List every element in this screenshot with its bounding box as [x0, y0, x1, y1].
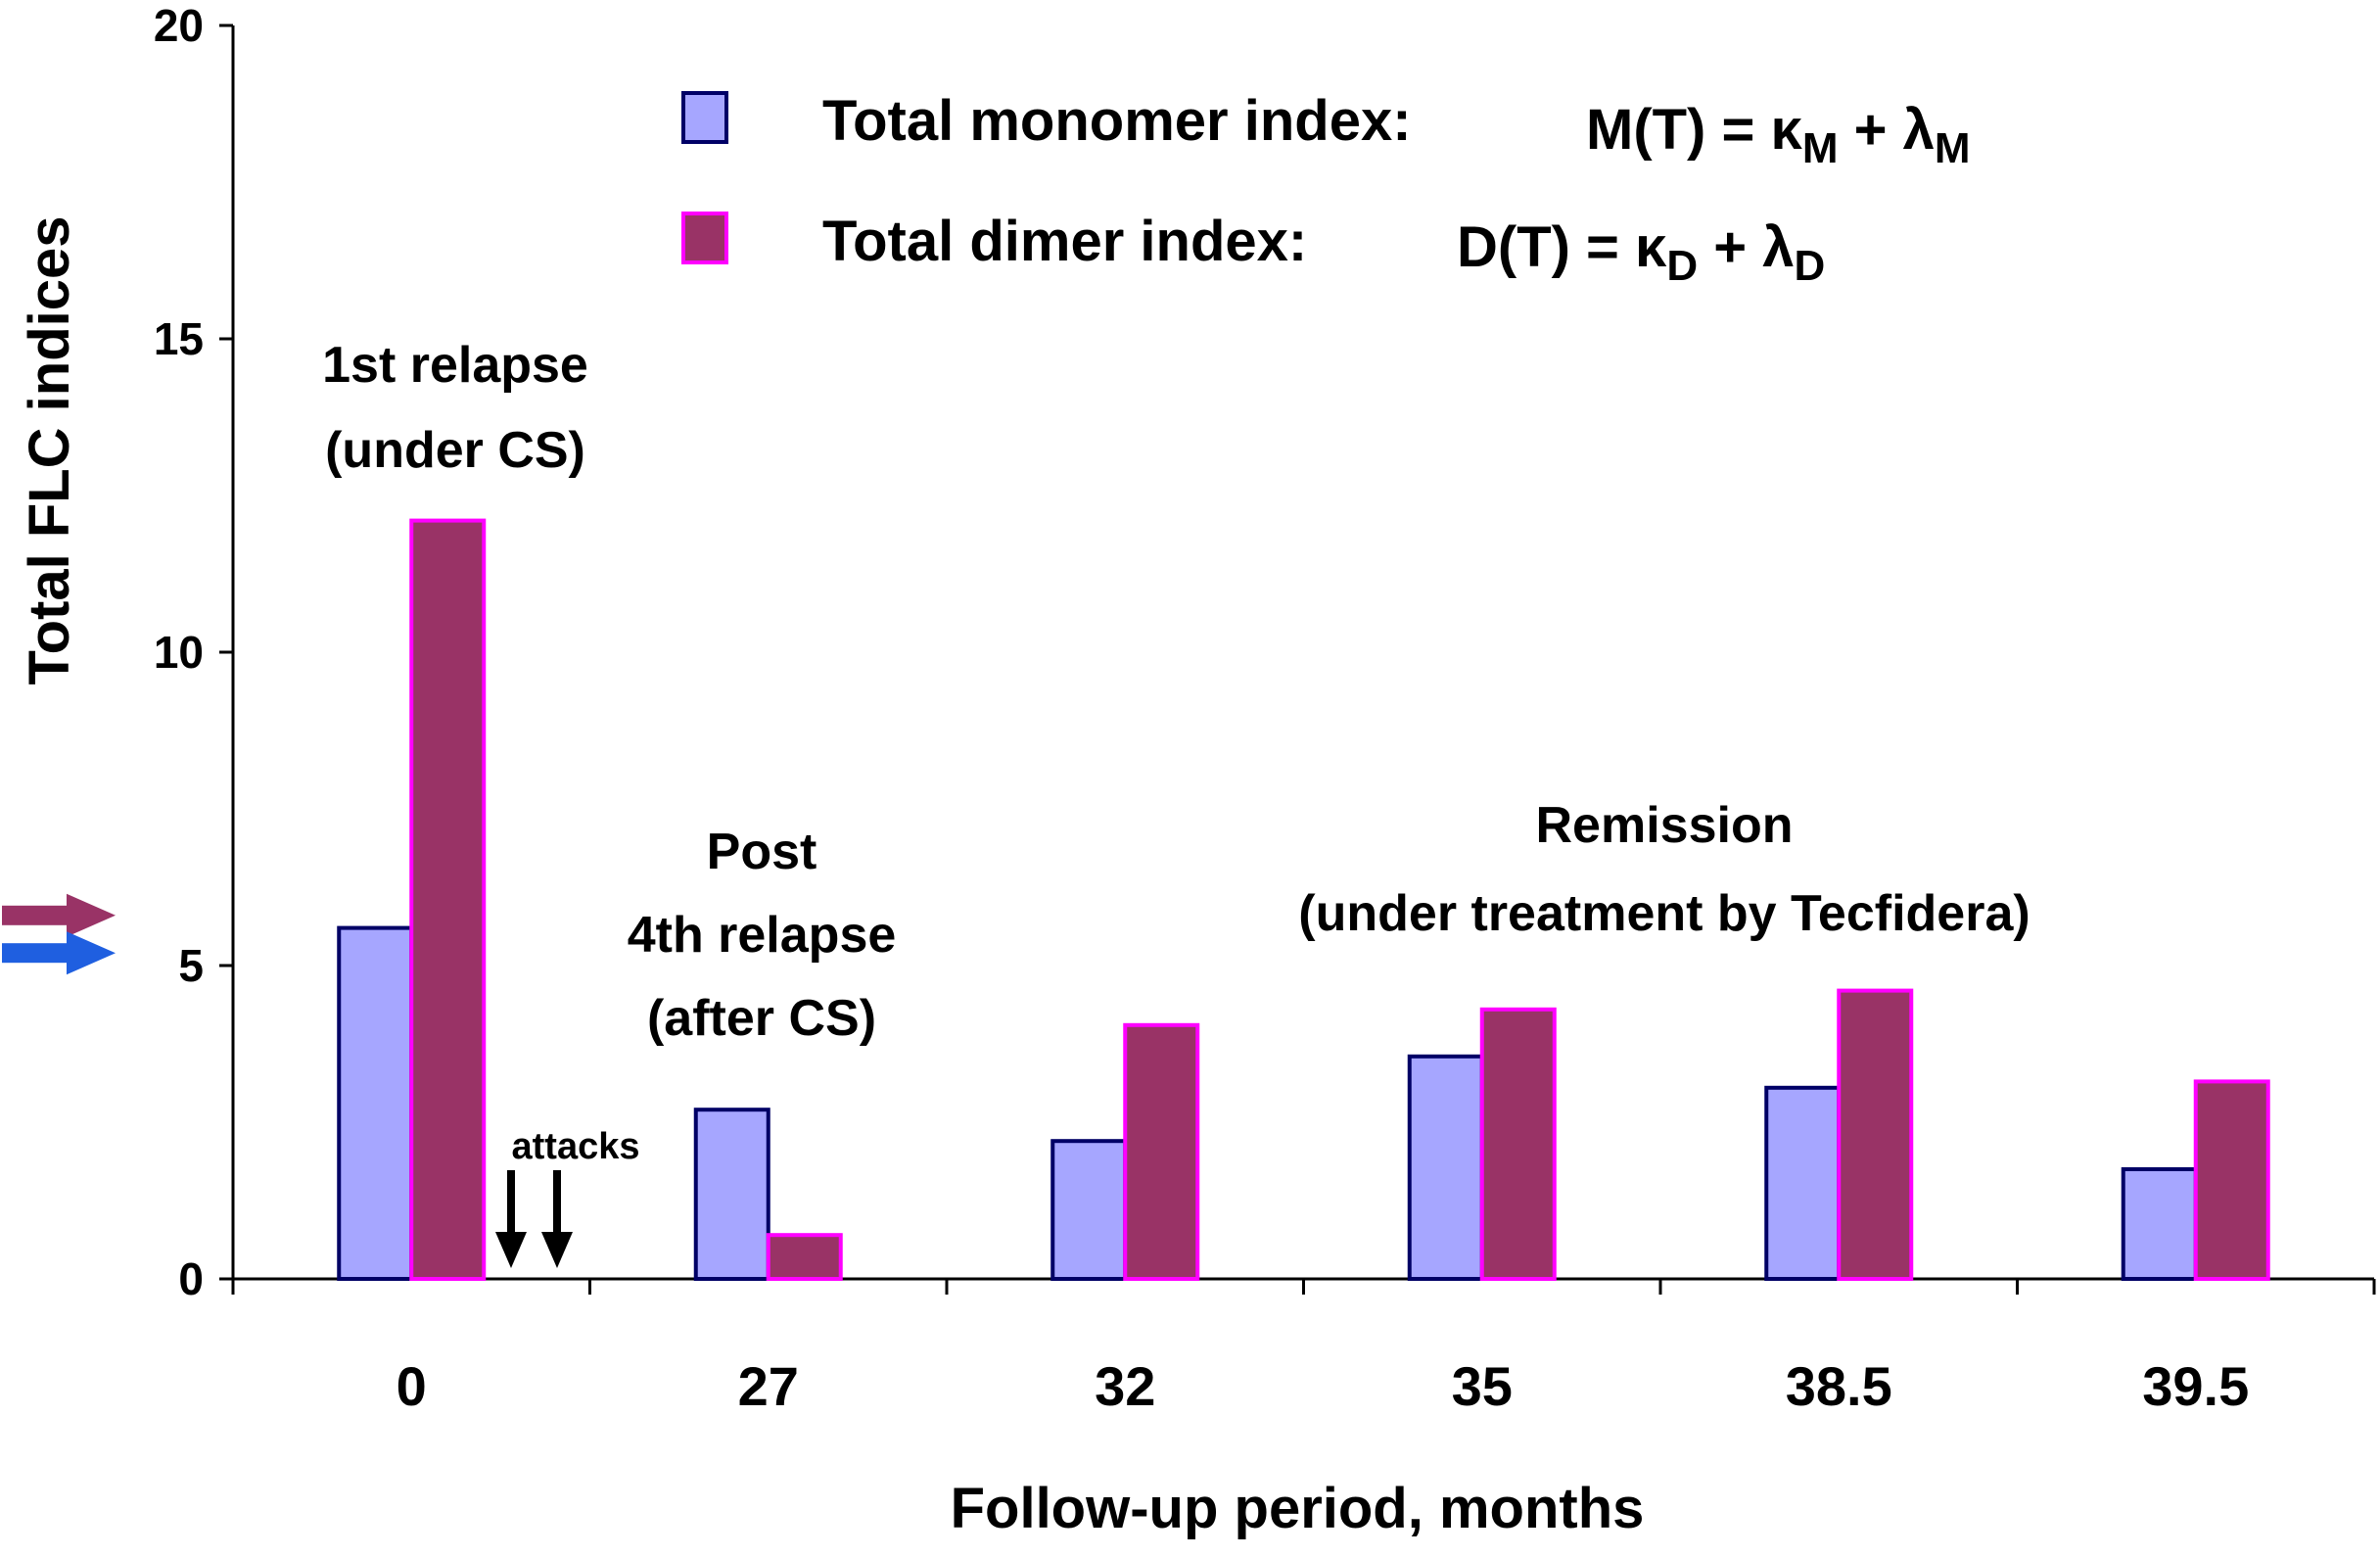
legend-formula-monomer: M(T) = κM + λM [1586, 98, 1971, 172]
x-tick-label: 39.5 [2142, 1355, 2249, 1417]
annotation-first-relapse-line1: 1st relapse [322, 337, 588, 394]
annotation-remission-line2: (under treatment by Tecfidera) [1298, 885, 2030, 942]
x-tick-label: 32 [1095, 1355, 1155, 1417]
bars [337, 518, 2270, 1282]
annotation-first-relapse-line2: (under CS) [325, 422, 585, 479]
legend-swatch-dimer [681, 212, 728, 264]
attack-arrow-down-icon [495, 1170, 527, 1268]
legend-label-dimer: Total dimer index: [822, 210, 1307, 273]
axes [219, 24, 2376, 1295]
y-axis-title: Total FLC indices [18, 215, 81, 684]
bar-dimer [1479, 1007, 1557, 1282]
legend-label-monomer: Total monomer index: [822, 89, 1412, 153]
legend-swatch-monomer [681, 91, 728, 144]
bar-monomer [1407, 1054, 1484, 1282]
bar-dimer [2193, 1079, 2270, 1282]
bar-dimer [766, 1233, 843, 1281]
y-tick-label: 15 [154, 313, 204, 364]
annotation-attacks: attacks [495, 1126, 639, 1268]
annotation-post-relapse-line1: Post [707, 824, 817, 880]
bar-dimer [409, 518, 487, 1281]
annotation-remission-line1: Remission [1536, 797, 1794, 854]
reference-arrow-head-icon [67, 893, 116, 937]
annotation-attacks-label: attacks [512, 1126, 640, 1167]
y-tick-label: 20 [154, 0, 204, 51]
annotation-first-relapse: 1st relapse (under CS) [322, 337, 588, 479]
annotation-post-relapse: Post 4th relapse (after CS) [628, 824, 897, 1047]
y-tick-label: 5 [178, 940, 204, 991]
y-tick-label: 0 [178, 1253, 204, 1304]
x-tick-label: 0 [397, 1355, 427, 1417]
x-axis-title: Follow-up period, months [951, 1477, 1645, 1540]
x-tick-label: 38.5 [1786, 1355, 1892, 1417]
reference-arrows [2, 893, 116, 975]
x-tick-label: 35 [1452, 1355, 1513, 1417]
x-tick-label: 27 [738, 1355, 799, 1417]
attack-arrow-down-icon [541, 1170, 573, 1268]
annotation-post-relapse-line3: (after CS) [647, 990, 876, 1047]
bar-monomer [693, 1108, 770, 1281]
legend-formula-dimer: D(T) = κD + λD [1457, 215, 1825, 290]
bar-monomer [1764, 1085, 1842, 1282]
bar-monomer [2121, 1167, 2198, 1281]
bar-monomer [1050, 1139, 1128, 1281]
tick-labels: 0 5 10 15 20 0 27 32 35 38.5 39.5 [154, 0, 2249, 1417]
reference-arrow-head-icon [67, 931, 116, 975]
annotation-post-relapse-line2: 4th relapse [628, 907, 897, 964]
reference-arrow-shaft [2, 943, 70, 964]
bar-dimer [1123, 1022, 1200, 1282]
legend: Total monomer index: M(T) = κM + λM Tota… [681, 89, 1971, 290]
bar-monomer [337, 925, 414, 1281]
annotation-remission: Remission (under treatment by Tecfidera) [1298, 797, 2030, 942]
reference-arrow-shaft [2, 905, 70, 925]
bar-dimer [1837, 988, 1914, 1281]
y-tick-label: 10 [154, 627, 204, 678]
